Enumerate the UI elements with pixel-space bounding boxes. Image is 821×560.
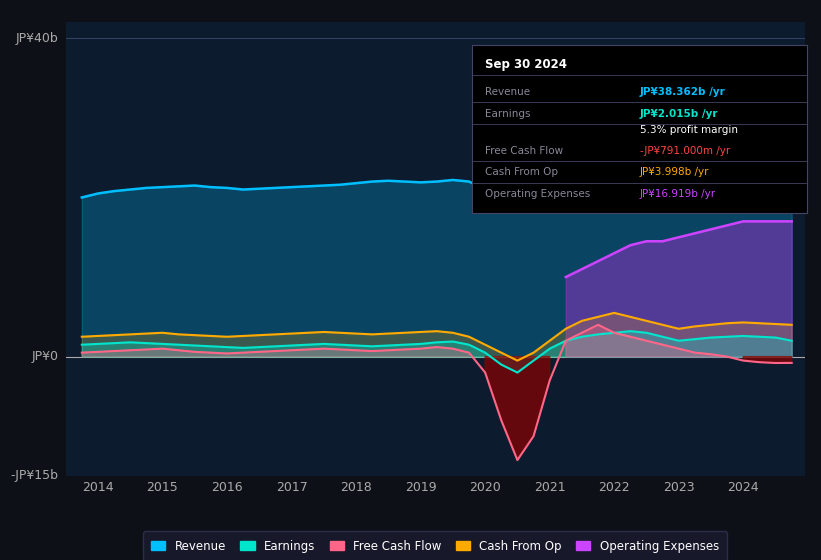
Text: Cash From Op: Cash From Op [485,167,558,178]
Text: 5.3% profit margin: 5.3% profit margin [640,125,737,136]
Text: JP¥0: JP¥0 [31,350,58,363]
Text: Revenue: Revenue [485,87,530,97]
Text: JP¥16.919b /yr: JP¥16.919b /yr [640,189,716,199]
Text: Sep 30 2024: Sep 30 2024 [485,58,567,71]
Text: -JP¥791.000m /yr: -JP¥791.000m /yr [640,146,730,156]
Text: JP¥3.998b /yr: JP¥3.998b /yr [640,167,709,178]
Text: JP¥38.362b /yr: JP¥38.362b /yr [640,87,725,97]
Text: JP¥40b: JP¥40b [16,32,58,45]
Text: Operating Expenses: Operating Expenses [485,189,591,199]
Text: -JP¥15b: -JP¥15b [11,469,58,483]
Text: JP¥2.015b /yr: JP¥2.015b /yr [640,109,718,119]
Text: Free Cash Flow: Free Cash Flow [485,146,563,156]
Text: Earnings: Earnings [485,109,531,119]
Legend: Revenue, Earnings, Free Cash Flow, Cash From Op, Operating Expenses: Revenue, Earnings, Free Cash Flow, Cash … [143,531,727,560]
